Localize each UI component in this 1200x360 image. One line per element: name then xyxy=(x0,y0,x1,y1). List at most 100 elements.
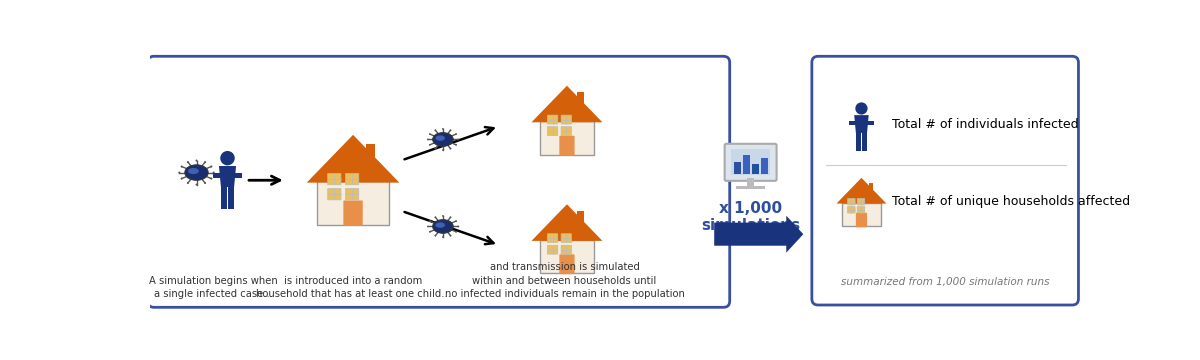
Bar xyxy=(748,179,754,188)
Text: x 1,000
simulations: x 1,000 simulations xyxy=(701,201,800,233)
Circle shape xyxy=(434,129,437,131)
Bar xyxy=(577,93,584,107)
Bar xyxy=(862,132,868,151)
FancyBboxPatch shape xyxy=(547,245,558,254)
Bar xyxy=(734,162,740,175)
Ellipse shape xyxy=(436,222,445,228)
FancyBboxPatch shape xyxy=(812,56,1079,305)
Circle shape xyxy=(427,139,428,140)
Circle shape xyxy=(221,151,235,165)
Circle shape xyxy=(455,144,457,145)
FancyBboxPatch shape xyxy=(547,127,558,136)
Bar xyxy=(234,173,242,178)
Circle shape xyxy=(450,129,451,131)
FancyArrow shape xyxy=(714,216,803,253)
Circle shape xyxy=(455,231,457,233)
Text: Total # of unique households affected: Total # of unique households affected xyxy=(893,194,1130,208)
Circle shape xyxy=(430,144,431,145)
Circle shape xyxy=(212,172,215,174)
Circle shape xyxy=(450,148,451,149)
Circle shape xyxy=(204,182,206,184)
FancyBboxPatch shape xyxy=(562,115,571,124)
Text: summarized from 1,000 simulation runs: summarized from 1,000 simulation runs xyxy=(841,277,1050,287)
FancyBboxPatch shape xyxy=(562,245,571,254)
FancyBboxPatch shape xyxy=(547,234,558,243)
Circle shape xyxy=(430,220,431,222)
Bar xyxy=(214,173,221,178)
Text: Total # of individuals infected: Total # of individuals infected xyxy=(893,118,1079,131)
Bar xyxy=(736,186,766,189)
Circle shape xyxy=(442,128,444,130)
FancyBboxPatch shape xyxy=(856,213,868,227)
FancyBboxPatch shape xyxy=(343,201,362,226)
Bar xyxy=(761,158,768,175)
FancyBboxPatch shape xyxy=(857,198,865,205)
Circle shape xyxy=(210,166,212,167)
Bar xyxy=(540,239,594,273)
Bar xyxy=(850,121,856,125)
Circle shape xyxy=(181,177,182,180)
Circle shape xyxy=(187,161,188,163)
Text: is introduced into a random
household that has at least one child...: is introduced into a random household th… xyxy=(256,276,450,299)
Circle shape xyxy=(457,139,458,140)
Polygon shape xyxy=(218,166,236,187)
Polygon shape xyxy=(532,86,602,122)
Circle shape xyxy=(442,236,444,238)
Circle shape xyxy=(179,172,180,174)
Polygon shape xyxy=(307,135,400,183)
Circle shape xyxy=(196,159,198,162)
Polygon shape xyxy=(836,178,887,203)
Circle shape xyxy=(455,133,457,135)
Circle shape xyxy=(210,177,212,180)
Bar xyxy=(366,144,376,163)
Circle shape xyxy=(457,226,458,228)
Bar xyxy=(842,203,881,226)
Ellipse shape xyxy=(433,220,454,233)
Circle shape xyxy=(450,216,451,218)
Bar xyxy=(228,186,234,208)
Bar xyxy=(731,149,770,175)
Ellipse shape xyxy=(436,135,445,141)
Bar xyxy=(743,155,750,175)
Circle shape xyxy=(427,226,428,228)
FancyBboxPatch shape xyxy=(559,136,575,156)
FancyBboxPatch shape xyxy=(857,207,865,213)
FancyBboxPatch shape xyxy=(559,254,575,274)
Circle shape xyxy=(450,235,451,237)
Bar xyxy=(856,132,860,151)
Ellipse shape xyxy=(185,165,208,180)
Bar xyxy=(752,164,758,175)
Circle shape xyxy=(187,182,188,184)
Bar xyxy=(577,211,584,226)
FancyBboxPatch shape xyxy=(328,174,341,185)
Bar xyxy=(221,186,227,208)
Circle shape xyxy=(196,184,198,185)
FancyBboxPatch shape xyxy=(346,174,359,185)
FancyBboxPatch shape xyxy=(346,189,359,200)
Bar xyxy=(540,121,594,155)
Circle shape xyxy=(434,216,437,218)
FancyBboxPatch shape xyxy=(328,189,341,200)
Circle shape xyxy=(856,102,868,114)
Circle shape xyxy=(442,215,444,217)
Circle shape xyxy=(434,235,437,237)
Ellipse shape xyxy=(433,133,454,146)
FancyBboxPatch shape xyxy=(847,198,856,205)
Ellipse shape xyxy=(188,168,199,174)
FancyBboxPatch shape xyxy=(847,207,856,213)
Circle shape xyxy=(181,166,182,167)
Polygon shape xyxy=(854,115,869,133)
FancyBboxPatch shape xyxy=(148,56,730,307)
Circle shape xyxy=(455,220,457,222)
Polygon shape xyxy=(532,204,602,241)
Circle shape xyxy=(434,148,437,149)
Circle shape xyxy=(442,149,444,151)
Circle shape xyxy=(204,161,206,163)
Text: and transmission is simulated
within and between households until
no infected in: and transmission is simulated within and… xyxy=(445,262,684,299)
Text: A simulation begins when
a single infected case...: A simulation begins when a single infect… xyxy=(149,276,278,299)
FancyBboxPatch shape xyxy=(562,127,571,136)
FancyBboxPatch shape xyxy=(562,234,571,243)
Circle shape xyxy=(430,133,431,135)
Bar xyxy=(869,183,874,193)
Bar xyxy=(317,181,389,225)
